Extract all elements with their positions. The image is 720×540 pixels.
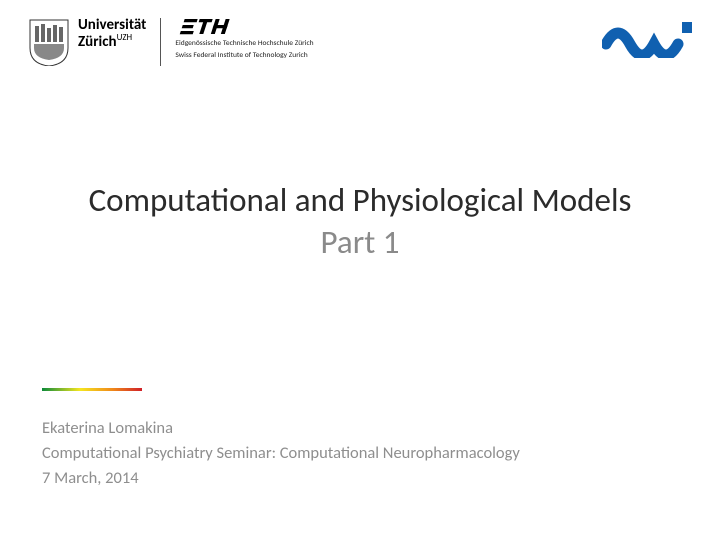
uzh-line1: Universität (78, 18, 146, 33)
footer-author: Ekaterina Lomakina (42, 416, 678, 441)
uzh-sup: UZH (117, 32, 133, 43)
uzh-line2: ZürichUZH (78, 33, 146, 50)
eth-logo-block: Eidgenössische Technische Hochschule Zür… (175, 18, 313, 60)
eth-sub2: Swiss Federal Institute of Technology Zu… (175, 51, 313, 60)
uzh-wordmark: Universität ZürichUZH (78, 18, 146, 50)
eth-logo-icon (175, 18, 233, 36)
wave-logo-icon (602, 16, 692, 58)
title-main: Computational and Physiological Models (0, 180, 720, 220)
header-logos: Universität ZürichUZH Eidgenössische Tec… (28, 18, 692, 88)
eth-sub1: Eidgenössische Technische Hochschule Zür… (175, 39, 313, 48)
uzh-line2-base: Zürich (78, 33, 117, 51)
footer-date: 7 March, 2014 (42, 466, 678, 491)
footer-block: Ekaterina Lomakina Computational Psychia… (42, 416, 678, 490)
uzh-seal-icon (28, 18, 70, 66)
vertical-divider (160, 18, 161, 66)
title-sub: Part 1 (0, 222, 720, 262)
uzh-logo-block: Universität ZürichUZH (28, 18, 146, 66)
title-block: Computational and Physiological Models P… (0, 180, 720, 262)
footer-seminar: Computational Psychiatry Seminar: Comput… (42, 441, 678, 466)
gradient-rule (42, 388, 142, 391)
